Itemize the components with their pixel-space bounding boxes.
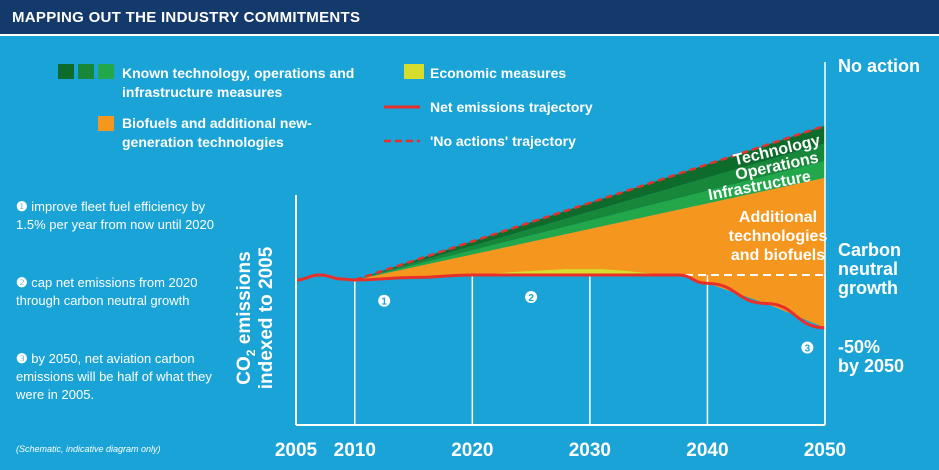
footnote: (Schematic, indicative diagram only) [16, 444, 161, 454]
no-action-trajectory-line [354, 124, 826, 282]
legend-line-icons [384, 105, 420, 143]
marker-1-label: 1 [381, 297, 387, 308]
infrastructure-band [354, 161, 825, 280]
note-2-text: cap net emissions from 2020 through carb… [16, 275, 198, 308]
no-action-label: No action [838, 56, 920, 76]
y-axis-label-line1: CO2 emissions [234, 251, 258, 384]
marker-1-circle [378, 294, 391, 307]
note-1-text: improve fleet fuel efficiency by 1.5% pe… [16, 199, 214, 232]
x-tick-label-2030: 2030 [569, 440, 611, 461]
carbon-neutral-label-line-3: growth [838, 278, 898, 298]
marker-2-label: 2 [528, 293, 534, 304]
biofuels-label-line-3: and biofuels [731, 247, 825, 264]
x-tick-label-2020: 2020 [451, 440, 493, 461]
note-2: ❷ cap net emissions from 2020 through ca… [16, 274, 221, 310]
note-2-marker: ❷ [16, 275, 28, 290]
minus-50-label-line-1: -50% [838, 337, 880, 357]
legend-swatch-operations [78, 64, 94, 79]
carbon-neutral-label-line-2: neutral [838, 259, 898, 279]
note-1: ❶ improve fleet fuel efficiency by 1.5% … [16, 198, 221, 234]
x-tick-label-2050: 2050 [804, 440, 846, 461]
y-axis-label-co: CO [234, 356, 255, 385]
y-axis-label-line2: indexed to 2005 [256, 246, 277, 389]
operations-band [354, 143, 825, 280]
header-bar: MAPPING OUT THE INDUSTRY COMMITMENTS [0, 0, 939, 36]
legend-no-actions: 'No actions' trajectory [430, 133, 576, 149]
note-3: ❸ by 2050, net aviation carbon emissions… [16, 350, 221, 404]
legend-swatch-infrastructure [98, 64, 114, 79]
note-3-marker: ❸ [16, 351, 28, 366]
x-tick-label-2005: 2005 [275, 440, 318, 461]
biofuels-label-line-1: Additional [739, 209, 817, 226]
x-tick-label-2040: 2040 [686, 440, 728, 461]
biofuels-label-line-2: technologies [729, 228, 828, 245]
note-1-marker: ❶ [16, 199, 28, 214]
y-axis-label-rest: emissions [234, 251, 255, 349]
legend-swatch-biofuels [98, 116, 114, 131]
legend-swatch-technology [58, 64, 74, 79]
marker-3-label: 3 [805, 343, 811, 354]
legend-economic: Economic measures [430, 65, 567, 81]
legend-net-emissions: Net emissions trajectory [430, 99, 593, 115]
x-tick-label-2010: 2010 [334, 440, 376, 461]
legend-biofuels: Biofuels and additional new-generation t… [122, 115, 312, 150]
marker-3-circle [801, 341, 814, 354]
biofuels-band [354, 177, 825, 328]
y-axis-label-subscript: 2 [244, 349, 258, 356]
minus-50-label-line-2: by 2050 [838, 356, 904, 376]
legend-swatch-economic [404, 64, 424, 79]
carbon-neutral-label-line-1: Carbon [838, 240, 901, 260]
legend-known-technology: Known technology, operations and infrast… [122, 65, 355, 100]
marker-2-circle [525, 290, 538, 303]
note-3-text: by 2050, net aviation carbon emissions w… [16, 351, 212, 402]
page-title: MAPPING OUT THE INDUSTRY COMMITMENTS [12, 9, 361, 26]
net-emissions-line [295, 273, 826, 330]
